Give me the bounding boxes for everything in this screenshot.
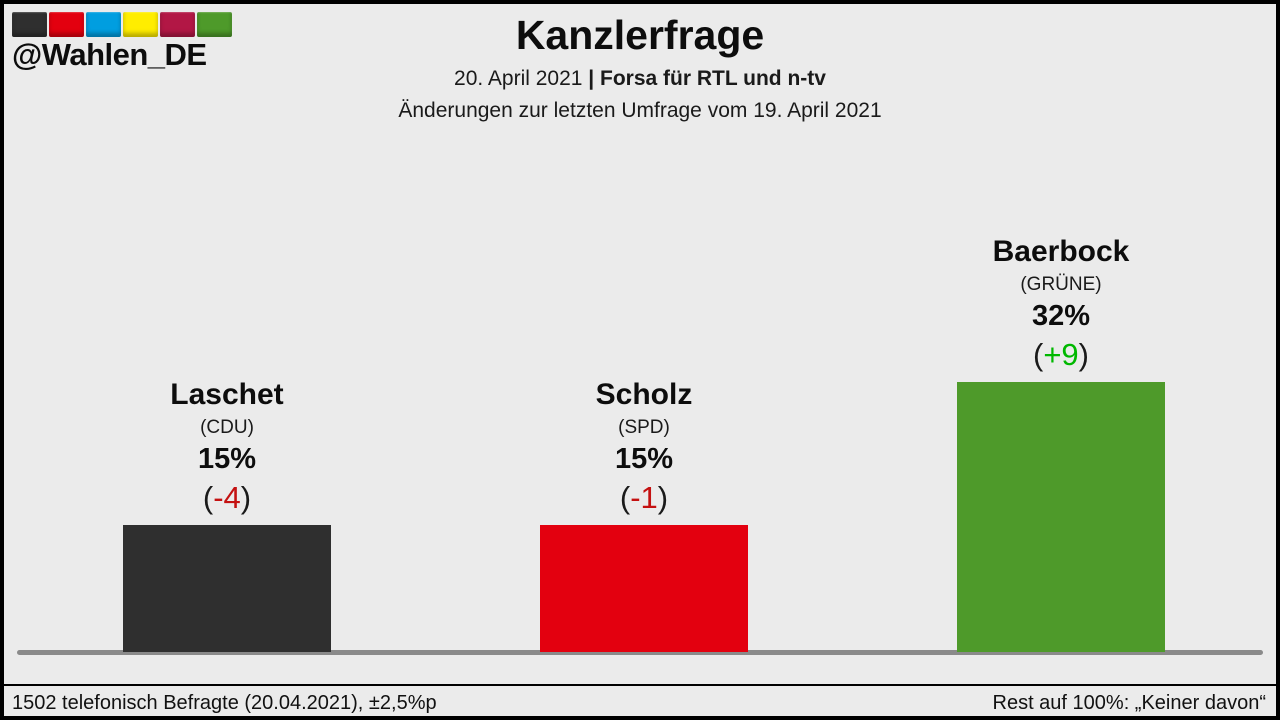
logo-square-green-icon [197,12,232,37]
sample-info: 1502 telefonisch Befragte (20.04.2021), … [12,692,437,714]
candidate-change: (-4) [202,480,252,515]
candidate-value: 15% [197,443,257,475]
poll-source: Forsa für RTL und n-tv [600,67,826,90]
candidate-value: 32% [1031,300,1091,332]
candidate-name: Baerbock [992,235,1130,268]
party-colors-icon [12,12,232,37]
poll-date: 20. April 2021 [454,67,583,90]
logo-square-blue-icon [86,12,121,37]
candidate-name: Scholz [595,378,693,411]
candidate-party: (CDU) [200,417,254,438]
change-number: -4 [213,480,241,515]
chart-subtitle: 20. April 2021 | Forsa für RTL und n-tv [4,67,1276,91]
candidate-column-baerbock: Baerbock (GRÜNE) 32% (+9) [957,4,1165,652]
change-number: +9 [1043,337,1079,372]
axis-baseline [17,650,1263,655]
logo-square-red-icon [49,12,84,37]
chart-title: Kanzlerfrage [515,12,765,58]
candidate-value: 15% [614,443,674,475]
candidate-column-scholz: Scholz (SPD) 15% (-1) [540,4,748,652]
candidate-party: (GRÜNE) [1020,274,1102,295]
twitter-handle: @Wahlen_DE [12,37,207,72]
candidate-change: (-1) [619,480,669,515]
subtitle-separator: | [588,67,595,90]
footer-divider [4,684,1276,686]
candidate-name: Laschet [170,378,284,411]
wahlen-de-logo: @Wahlen_DE [12,12,232,73]
candidate-labels: Laschet (CDU) 15% (-4) [170,376,283,517]
change-note: Änderungen zur letzten Umfrage vom 19. A… [398,99,882,122]
logo-square-crimson-icon [160,12,195,37]
bar-chart: Laschet (CDU) 15% (-4) Scholz (SPD) 15% … [4,4,1276,656]
candidate-labels: Scholz (SPD) 15% (-1) [596,376,693,517]
candidate-labels: Baerbock (GRÜNE) 32% (+9) [993,233,1130,374]
change-number: -1 [630,480,658,515]
bar-baerbock [957,382,1165,652]
candidate-column-laschet: Laschet (CDU) 15% (-4) [123,4,331,652]
bar-scholz [540,525,748,652]
rest-note: Rest auf 100%: „Keiner davon“ [992,692,1267,714]
logo-square-yellow-icon [123,12,158,37]
candidate-change: (+9) [1032,337,1089,372]
bar-laschet [123,525,331,652]
logo-square-black-icon [12,12,47,37]
candidate-party: (SPD) [618,417,670,438]
